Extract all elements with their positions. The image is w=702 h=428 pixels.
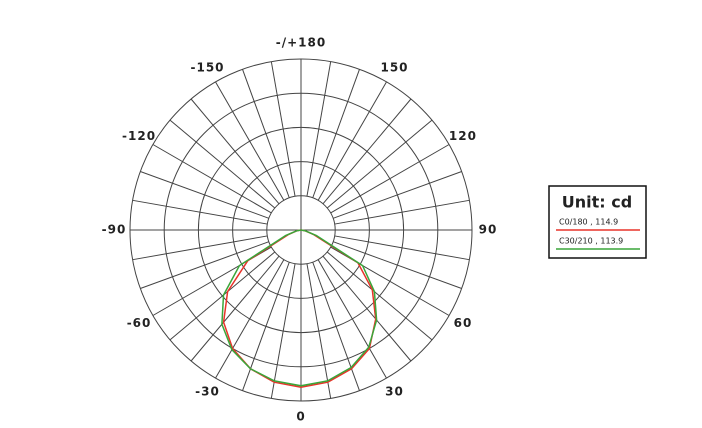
angle-tick-label: 90 xyxy=(479,223,498,237)
grid-spoke xyxy=(330,144,450,214)
angle-tick-label: -30 xyxy=(195,384,220,398)
grid-spoke xyxy=(270,263,296,399)
grid-spoke xyxy=(190,98,280,205)
angle-tick-label: -150 xyxy=(190,61,224,75)
grid-spoke xyxy=(140,171,270,219)
grid-spoke xyxy=(312,69,360,199)
grid-spoke xyxy=(169,251,276,341)
angle-tick-label: -120 xyxy=(122,129,156,143)
grid-spoke xyxy=(332,171,462,219)
grid-spoke xyxy=(242,69,290,199)
angle-tick-label: -90 xyxy=(102,223,127,237)
grid-spoke xyxy=(215,259,285,379)
grid-spoke xyxy=(152,144,272,214)
angle-tick-label: -60 xyxy=(127,316,152,330)
grid-spoke xyxy=(326,119,433,209)
grid-spoke xyxy=(317,259,387,379)
grid-spoke xyxy=(334,199,470,225)
grid-spoke xyxy=(242,261,290,391)
grid-spoke xyxy=(140,241,270,289)
angle-tick-label: 150 xyxy=(380,61,408,75)
angle-tick-label: 0 xyxy=(296,410,305,424)
grid-spoke xyxy=(306,61,332,197)
grid-spoke xyxy=(215,81,285,201)
grid-spoke xyxy=(132,199,268,225)
legend-label: C0/180 , 114.9 xyxy=(559,218,618,227)
grid-spoke xyxy=(332,241,462,289)
grid-spoke xyxy=(334,235,470,261)
angle-tick-label: 120 xyxy=(449,129,477,143)
grid-spoke xyxy=(270,61,296,197)
legend-label: C30/210 , 113.9 xyxy=(559,237,623,246)
grid-spoke xyxy=(312,261,360,391)
series-line xyxy=(221,229,378,387)
grid-spoke xyxy=(169,119,276,209)
grid-spoke xyxy=(326,251,433,341)
grid-spoke xyxy=(132,235,268,261)
grid-spoke xyxy=(322,98,412,205)
angle-tick-label: 60 xyxy=(454,316,473,330)
angle-tick-label: -/+180 xyxy=(276,36,326,50)
grid-spoke xyxy=(306,263,332,399)
grid-spoke xyxy=(317,81,387,201)
legend-title: Unit: cd xyxy=(562,193,632,212)
angle-tick-label: 30 xyxy=(385,384,404,398)
legend-box xyxy=(548,185,647,259)
grid-spoke xyxy=(322,255,412,362)
grid-spoke xyxy=(190,255,280,362)
